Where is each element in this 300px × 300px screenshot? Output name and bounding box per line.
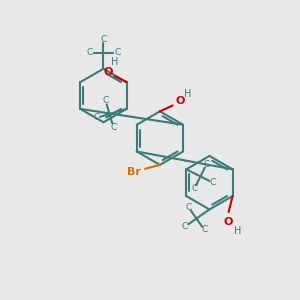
Text: C: C [201, 225, 208, 234]
Text: C: C [191, 184, 197, 193]
Text: C: C [182, 222, 188, 231]
Text: C: C [210, 178, 216, 187]
Text: H: H [111, 57, 118, 67]
Text: C: C [93, 113, 99, 122]
Text: C: C [102, 96, 109, 105]
Text: C: C [110, 123, 117, 132]
Text: C: C [203, 160, 210, 169]
Text: C: C [114, 48, 120, 57]
Text: C: C [86, 48, 93, 57]
Text: O: O [175, 97, 184, 106]
Text: C: C [100, 34, 106, 43]
Text: O: O [224, 217, 233, 227]
Text: Br: Br [127, 167, 141, 177]
Text: H: H [184, 88, 191, 98]
Text: H: H [234, 226, 241, 236]
Text: O: O [103, 67, 112, 77]
Text: C: C [185, 203, 192, 212]
